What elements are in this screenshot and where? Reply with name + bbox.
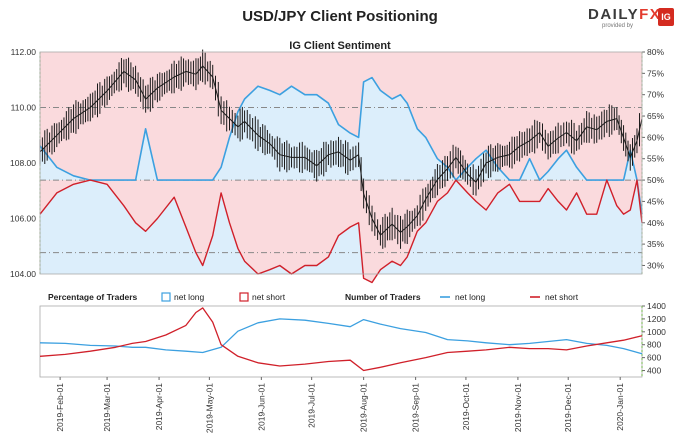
- dailyfx-logo: DAILYFX provided by IG: [588, 6, 678, 32]
- pct-tick-label: 70%: [647, 90, 664, 100]
- date-tick-label: 2019-Sep-01: [411, 383, 421, 432]
- pct-tick-label: 30%: [647, 260, 664, 270]
- legend-percentage-title: Percentage of Traders: [48, 292, 138, 302]
- net-long-pct-line: [39, 76, 643, 215]
- price-tick-label: 112.00: [11, 47, 37, 57]
- legend-net-long-box: [161, 292, 171, 302]
- date-tick-label: 2019-Jul-01: [307, 383, 317, 428]
- legend-number-title: Number of Traders: [345, 292, 421, 302]
- price-tick-label: 104.00: [10, 269, 36, 279]
- traders-tick-label: 1400: [647, 301, 666, 311]
- pct-tick-label: 65%: [647, 111, 664, 121]
- legend-net-long-num: net long: [455, 292, 486, 302]
- price-tick-label: 110.00: [11, 103, 37, 113]
- date-tick-label: 2019-Dec-01: [563, 383, 573, 432]
- pct-tick-label: 60%: [647, 132, 664, 142]
- traders-tick-label: 1000: [647, 327, 666, 337]
- pct-tick-label: 75%: [647, 68, 664, 78]
- date-tick-label: 2019-Oct-01: [461, 383, 471, 431]
- price-tick-label: 108.00: [10, 158, 36, 168]
- legend-net-short-num: net short: [545, 292, 579, 302]
- pct-tick-label: 55%: [647, 154, 664, 164]
- date-tick-label: 2019-Feb-01: [55, 383, 65, 432]
- chart-subtitle: IG Client Sentiment: [289, 40, 391, 52]
- legend-net-short-pct: net short: [252, 292, 286, 302]
- pct-tick-label: 45%: [647, 196, 664, 206]
- date-tick-label: 2020-Jan-01: [615, 383, 625, 431]
- bottom-panel-frame: [39, 305, 643, 378]
- traders-tick-label: 1200: [647, 314, 666, 324]
- date-tick-label: 2019-May-01: [204, 383, 214, 433]
- date-tick-label: 2019-Jun-01: [256, 383, 266, 431]
- logo-text: DAILYFX: [588, 6, 662, 23]
- net-short-traders-line: [39, 307, 643, 372]
- date-tick-label: 2019-Mar-01: [102, 383, 112, 432]
- date-tick-label: 2019-Aug-01: [359, 383, 369, 432]
- price-line: [39, 65, 643, 236]
- net-long-traders-line: [39, 318, 643, 355]
- traders-tick-label: 800: [647, 340, 661, 350]
- date-axis: 2019-Feb-01 2019-Mar-01 2019-Apr-01 2019-Ma…: [55, 377, 625, 433]
- pct-tick-label: 40%: [647, 218, 664, 228]
- pct-tick-label: 50%: [647, 175, 664, 185]
- pct-tick-label: 35%: [647, 239, 664, 249]
- chart-title: USD/JPY Client Positioning: [242, 8, 438, 25]
- top-panel-frame: [39, 51, 643, 275]
- traders-tick-label: 600: [647, 353, 661, 363]
- traders-panel: Percentage of Traders net long net short Nu…: [39, 292, 666, 378]
- date-tick-label: 2019-Nov-01: [513, 383, 523, 432]
- net-long-area: [40, 77, 642, 181]
- traders-tick-label: 400: [647, 366, 661, 376]
- price-tick-label: 106.00: [10, 214, 36, 224]
- logo-tagline: provided by: [602, 23, 634, 29]
- legend-net-short-box: [239, 292, 249, 302]
- net-short-pct-line: [39, 179, 643, 284]
- legend-net-long-pct: net long: [174, 292, 205, 302]
- net-short-area: [40, 180, 642, 283]
- sentiment-panel: 104.00 106.00 108.00 110.00 112.00 30% 35% 40% 4…: [10, 47, 664, 284]
- pct-tick-label: 80%: [647, 47, 664, 57]
- date-tick-label: 2019-Apr-01: [154, 383, 164, 431]
- ig-badge: IG: [658, 8, 674, 26]
